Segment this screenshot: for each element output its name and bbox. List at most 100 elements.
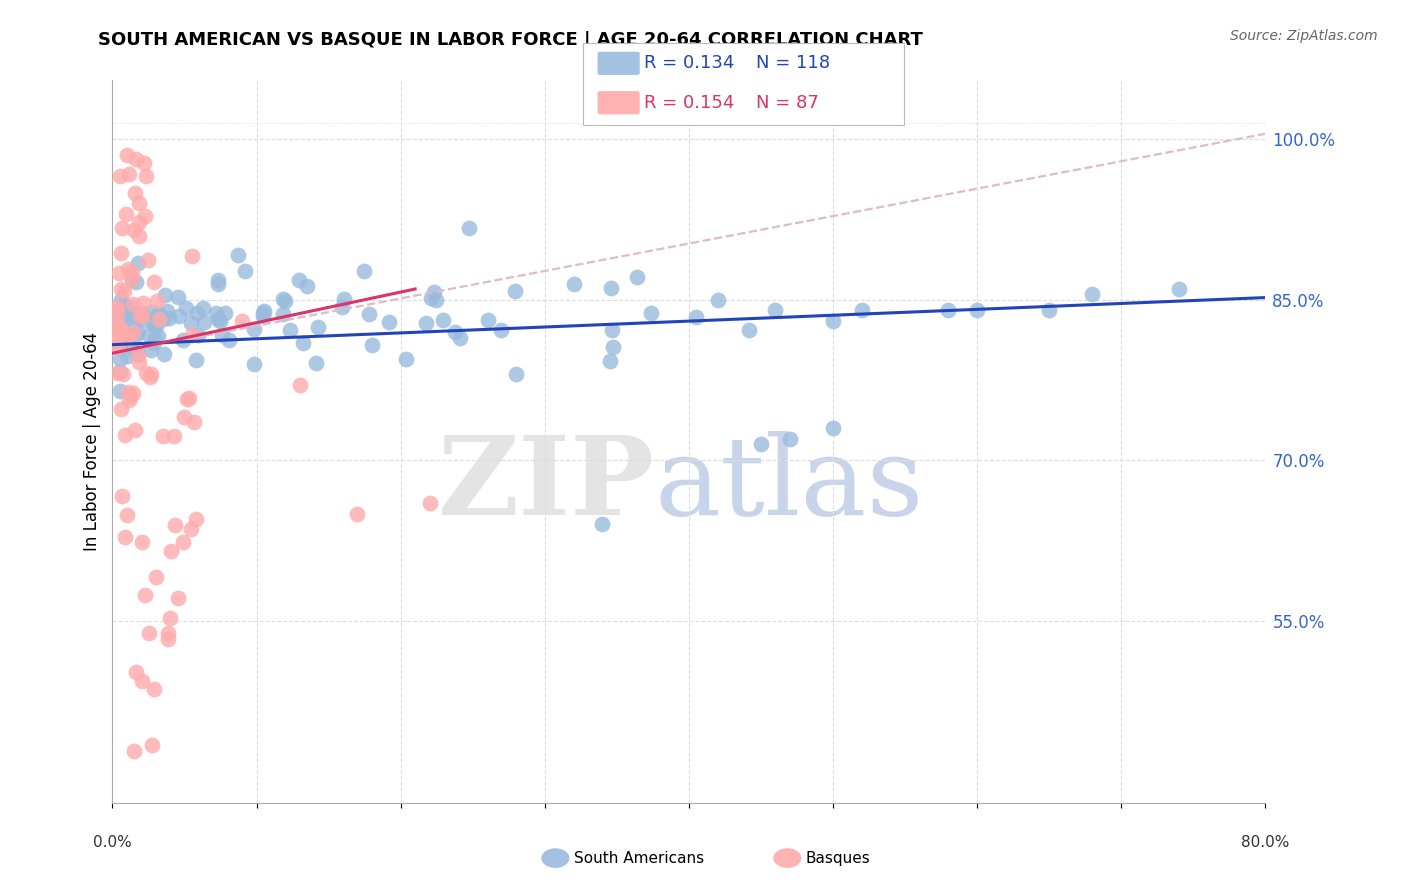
Point [115, 331, 138, 345]
Point [107, 266, 129, 280]
Point [132, 156, 155, 170]
Point [108, 384, 131, 399]
Point [143, 335, 166, 350]
Point [157, 311, 180, 326]
Point [141, 311, 163, 326]
Point [105, 340, 128, 354]
Point [191, 301, 214, 316]
Point [128, 195, 150, 210]
Point [183, 415, 205, 429]
Point [503, 284, 526, 298]
Point [118, 339, 141, 353]
Point [108, 308, 131, 322]
Text: South Americans: South Americans [574, 851, 704, 865]
Point [105, 333, 128, 347]
Point [139, 370, 162, 384]
Point [685, 310, 707, 324]
Text: ZIP: ZIP [437, 432, 654, 539]
Point [112, 284, 135, 298]
Point [117, 329, 139, 343]
Point [134, 209, 156, 223]
Point [207, 311, 229, 326]
Point [121, 265, 143, 279]
Point [108, 305, 131, 319]
Point [176, 392, 198, 406]
Point [749, 437, 772, 451]
Point [132, 295, 155, 310]
Point [155, 304, 177, 318]
Point [118, 167, 141, 181]
Point [108, 341, 131, 355]
Point [124, 275, 146, 289]
Point [139, 368, 162, 382]
Point [218, 333, 240, 347]
Point [420, 292, 443, 306]
Point [738, 323, 761, 337]
Point [110, 490, 132, 504]
Point [107, 323, 129, 337]
Point [117, 262, 139, 277]
Point [145, 319, 167, 334]
Point [131, 535, 153, 549]
Point [626, 269, 648, 284]
Point [207, 277, 229, 291]
Point [110, 293, 132, 308]
Point [114, 428, 136, 442]
Point [127, 348, 149, 362]
Point [166, 290, 188, 304]
Point [180, 522, 202, 536]
Point [252, 309, 274, 323]
Point [477, 313, 499, 327]
Point [156, 626, 179, 640]
Point [117, 384, 139, 399]
Point [169, 310, 191, 324]
Point [148, 311, 170, 326]
Point [124, 423, 146, 437]
Point [138, 626, 160, 640]
Point [115, 350, 138, 364]
Point [779, 432, 801, 446]
Text: R = 0.154: R = 0.154 [644, 94, 734, 112]
Point [135, 169, 157, 183]
Point [141, 305, 163, 319]
Point [172, 535, 194, 549]
Point [449, 331, 471, 345]
Point [110, 282, 132, 296]
Point [146, 308, 169, 322]
Point [163, 518, 186, 533]
Point [353, 264, 375, 278]
Point [128, 215, 150, 229]
Point [307, 320, 329, 334]
Point [297, 279, 319, 293]
Point [305, 356, 328, 370]
Point [765, 303, 787, 318]
Point [180, 249, 202, 263]
Point [136, 252, 159, 267]
Point [127, 325, 149, 339]
Point [214, 306, 236, 320]
Point [117, 307, 139, 321]
Point [124, 186, 146, 201]
Point [129, 304, 152, 318]
Point [180, 316, 202, 330]
Point [187, 327, 209, 342]
Point [118, 393, 141, 408]
Point [110, 351, 132, 366]
Point [1038, 303, 1060, 318]
Point [333, 292, 356, 306]
Point [184, 353, 207, 368]
Point [205, 306, 228, 320]
Point [599, 354, 621, 368]
Point [125, 328, 148, 343]
Point [278, 323, 301, 337]
Point [167, 591, 190, 606]
Point [121, 315, 143, 329]
Point [148, 307, 170, 321]
Point [193, 315, 215, 329]
Point [211, 328, 233, 343]
Point [159, 544, 181, 558]
Point [110, 245, 132, 260]
Point [141, 739, 163, 753]
Point [1081, 287, 1104, 301]
Point [458, 221, 481, 235]
